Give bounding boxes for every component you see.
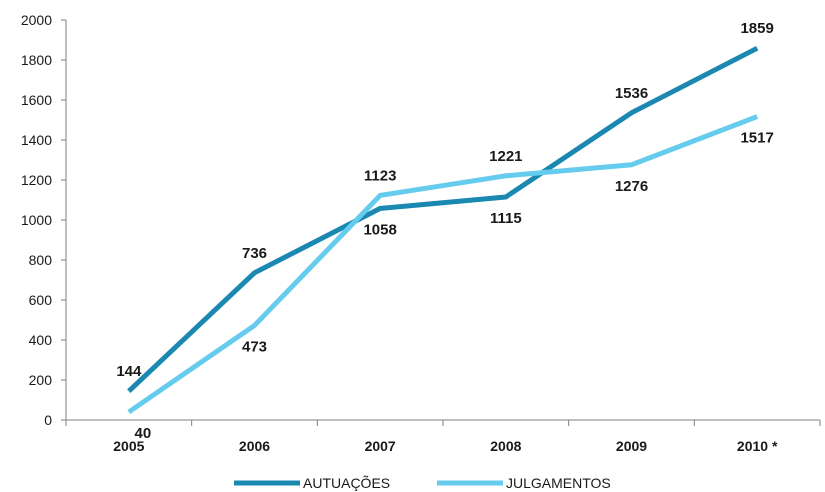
x-tick-label: 2007 bbox=[365, 438, 396, 454]
data-label: 144 bbox=[116, 363, 142, 380]
x-tick-label: 2008 bbox=[490, 438, 521, 454]
x-tick-label: 2006 bbox=[239, 438, 270, 454]
series-layer bbox=[127, 45, 759, 415]
y-tick-label: 1800 bbox=[21, 52, 52, 68]
legend-label: JULGAMENTOS bbox=[506, 475, 611, 491]
data-label: 1859 bbox=[740, 20, 773, 37]
y-tick-label: 800 bbox=[29, 252, 53, 268]
y-tick-label: 2000 bbox=[21, 12, 52, 28]
data-label: 473 bbox=[242, 338, 267, 355]
y-tick-label: 1600 bbox=[21, 92, 52, 108]
data-label: 1517 bbox=[740, 130, 773, 147]
data-label: 1276 bbox=[615, 178, 648, 195]
series-line-julgamentos bbox=[127, 114, 759, 415]
data-label: 1536 bbox=[615, 85, 648, 102]
y-tick-label: 1400 bbox=[21, 132, 52, 148]
x-axis: 2005 2006 2007 2008 2009 2010 * bbox=[65, 419, 821, 454]
data-labels: 144 736 1058 1115 1536 1859 40 473 1123 1221 1276 1… bbox=[116, 20, 774, 442]
x-tick-label: 2010 * bbox=[737, 438, 778, 454]
data-label: 736 bbox=[242, 245, 267, 262]
y-tick-label: 1200 bbox=[21, 172, 52, 188]
legend-item: AUTUAÇÕES bbox=[234, 475, 390, 491]
x-tick-label: 2009 bbox=[616, 438, 647, 454]
data-label: 1058 bbox=[363, 221, 396, 238]
data-label: 40 bbox=[134, 425, 151, 442]
legend: AUTUAÇÕES JULGAMENTOS bbox=[234, 475, 611, 491]
legend-item: JULGAMENTOS bbox=[437, 475, 611, 491]
data-label: 1221 bbox=[489, 148, 522, 165]
y-axis: 0 200 400 600 800 1000 1200 1400 1600 1800 2000 bbox=[21, 12, 67, 428]
y-tick-label: 0 bbox=[44, 412, 52, 428]
y-tick-label: 1000 bbox=[21, 212, 52, 228]
data-label: 1115 bbox=[490, 210, 522, 227]
legend-label: AUTUAÇÕES bbox=[303, 475, 390, 491]
y-tick-label: 600 bbox=[29, 292, 53, 308]
y-tick-label: 400 bbox=[29, 332, 53, 348]
series-line-autuacoes bbox=[127, 45, 759, 394]
data-label: 1123 bbox=[364, 167, 397, 184]
y-tick-label: 200 bbox=[29, 372, 53, 388]
x-tick-label: 2005 bbox=[113, 438, 144, 454]
